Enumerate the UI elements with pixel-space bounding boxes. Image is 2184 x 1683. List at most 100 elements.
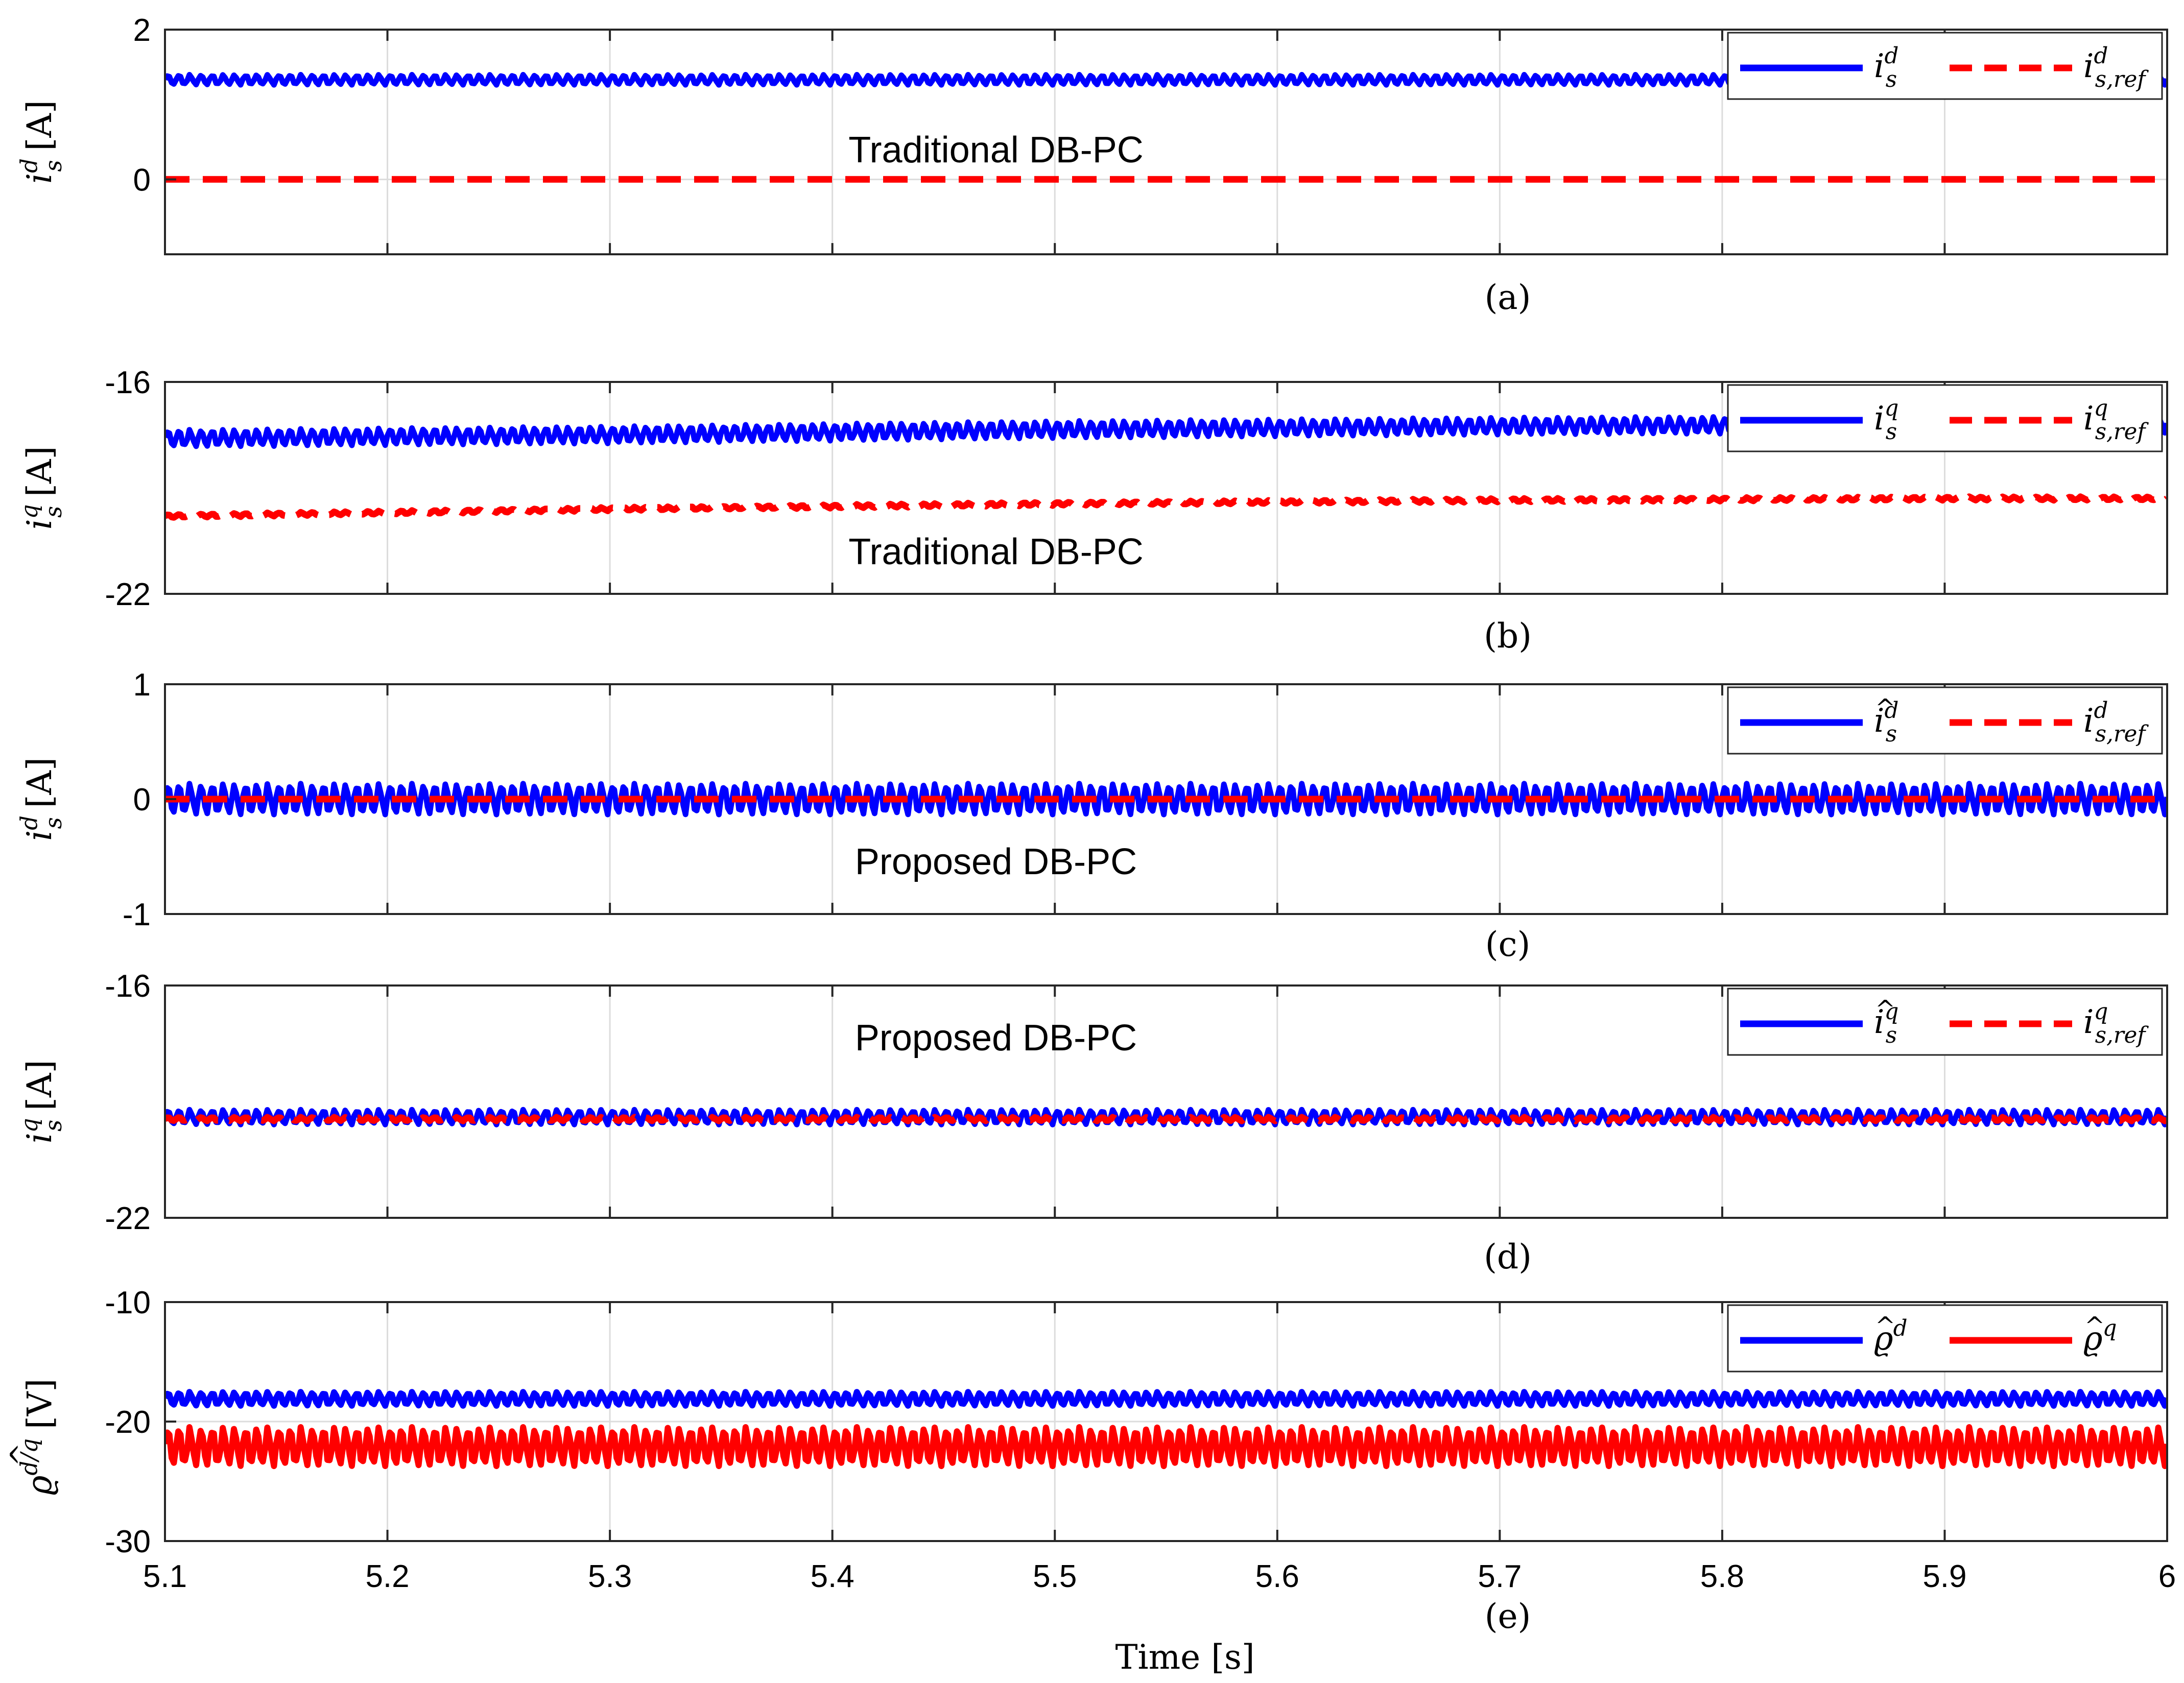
panel-caption: (b) bbox=[1484, 616, 1532, 656]
panel-caption: (e) bbox=[1485, 1597, 1531, 1636]
legend-label-2: iq s,ref bbox=[2083, 396, 2149, 445]
x-tick-label: 5.5 bbox=[1033, 1559, 1077, 1594]
axes-box bbox=[164, 381, 2168, 595]
series-group bbox=[165, 1389, 2167, 1470]
series-line-2 bbox=[165, 1424, 2167, 1470]
legend: iq s iq s,ref bbox=[1727, 384, 2163, 452]
y-axis-label: ids [A] bbox=[15, 100, 67, 184]
y-label-unit: [A] bbox=[20, 446, 59, 497]
legend-label-2-main: i bbox=[2083, 1003, 2094, 1041]
legend-label-2: id s,ref bbox=[2083, 698, 2149, 747]
y-tick-label: -30 bbox=[105, 1524, 151, 1559]
y-label-math-sup: q bbox=[15, 504, 42, 519]
y-label-math-main: i bbox=[20, 830, 59, 841]
hat-accent: ^ bbox=[1875, 694, 1895, 723]
legend-label-2: id s,ref bbox=[2083, 43, 2149, 92]
legend-label-1-main: i bbox=[1874, 400, 1884, 438]
y-tick-label: -16 bbox=[105, 365, 151, 400]
panel-caption: (a) bbox=[1485, 278, 1531, 317]
y-axis-label: ϱd/q [V] ^ bbox=[5, 1379, 59, 1496]
y-label-math: iqs [A] bbox=[15, 1060, 67, 1144]
legend-label-1-sub: s bbox=[1886, 67, 1897, 92]
legend-label-2-main: i bbox=[2083, 702, 2094, 740]
y-axis-label: iqs [A] bbox=[15, 1060, 67, 1144]
hat-accent: ^ bbox=[1875, 995, 1895, 1024]
legend-label-1-sup: d bbox=[1884, 698, 1898, 724]
x-tick-label: 5.3 bbox=[588, 1559, 632, 1594]
legend-label-2-sup: d bbox=[2094, 698, 2108, 724]
legend-label-2-main: i bbox=[2083, 400, 2094, 438]
legend-label-2-sub: s,ref bbox=[2095, 1023, 2149, 1048]
x-tick-label: 5.9 bbox=[1922, 1559, 1966, 1594]
series-group bbox=[165, 781, 2167, 818]
y-label-math-sup: q bbox=[15, 1118, 42, 1133]
legend-label-2-main: i bbox=[2083, 47, 2094, 85]
axes-box bbox=[164, 29, 2168, 255]
legend-label-2-sup: q bbox=[2094, 999, 2108, 1025]
series-line-2 bbox=[165, 493, 2167, 521]
legend-label-2-sub: s,ref bbox=[2095, 722, 2149, 747]
y-tick-label: -22 bbox=[105, 1201, 151, 1236]
x-tick-label: 5.6 bbox=[1255, 1559, 1299, 1594]
legend-label-2-sub: s,ref bbox=[2095, 419, 2149, 445]
x-tick-label: 5.8 bbox=[1700, 1559, 1744, 1594]
y-label-unit: [A] bbox=[20, 757, 59, 808]
y-tick-label: 0 bbox=[133, 162, 151, 198]
legend: iq s^ iq s,ref bbox=[1727, 988, 2163, 1056]
y-tick-label: -22 bbox=[105, 577, 151, 612]
y-label-math-sub: s bbox=[40, 506, 67, 518]
legend-label-1-main: i bbox=[1874, 702, 1884, 740]
y-tick-label: 1 bbox=[133, 667, 151, 703]
legend-label-1: ϱd bbox=[1874, 1316, 1907, 1358]
y-label-math-sub: s bbox=[40, 817, 67, 829]
legend-label-1: iq s bbox=[1874, 999, 1898, 1048]
series-line-2 bbox=[165, 1114, 2167, 1124]
legend-label-1: id s bbox=[1874, 698, 1898, 747]
x-tick-label: 5.7 bbox=[1478, 1559, 1522, 1594]
panel-caption: (d) bbox=[1484, 1237, 1532, 1277]
y-label-unit: [A] bbox=[20, 100, 59, 151]
legend-label-1-sup: d bbox=[1893, 1316, 1908, 1341]
y-label-math: ids [A] bbox=[15, 757, 67, 841]
y-label-math: ϱd/q [V] bbox=[15, 1379, 59, 1496]
hat-accent: ^ bbox=[5, 1442, 38, 1466]
legend-label-2: iq s,ref bbox=[2083, 999, 2149, 1048]
y-label-unit: [A] bbox=[20, 1060, 59, 1111]
legend-label-1: iq s bbox=[1874, 396, 1898, 445]
legend-label-1-sup: d bbox=[1884, 43, 1898, 69]
panel-annotation: Traditional DB-PC bbox=[848, 532, 1144, 572]
y-tick-label: 0 bbox=[133, 782, 151, 818]
legend-label-1-sup: q bbox=[1884, 999, 1898, 1025]
axes-box bbox=[164, 984, 2168, 1219]
legend-label-1-sub: s bbox=[1886, 1023, 1897, 1048]
y-tick-label: -1 bbox=[123, 897, 151, 932]
y-label-math: ids [A] bbox=[15, 100, 67, 184]
y-tick-label: 2 bbox=[133, 13, 151, 48]
hat-accent: ^ bbox=[2084, 1312, 2105, 1340]
y-label-unit: [V] bbox=[20, 1379, 59, 1429]
x-tick-label: 6 bbox=[2158, 1559, 2176, 1594]
legend: id s^ id s,ref bbox=[1727, 686, 2163, 755]
legend-label-1-main: ϱ bbox=[1874, 1320, 1893, 1358]
y-label-math-main: ϱ bbox=[20, 1475, 59, 1495]
y-label-math-main: i bbox=[20, 1133, 59, 1143]
y-axis-label: iqs [A] bbox=[15, 446, 67, 530]
y-label-math-sup: d/q bbox=[15, 1438, 42, 1476]
y-label-math-sub: s bbox=[40, 160, 67, 172]
series-line-1 bbox=[165, 1389, 2167, 1409]
x-tick-label: 5.1 bbox=[143, 1559, 187, 1594]
y-tick-label: -10 bbox=[105, 1285, 151, 1320]
legend-label-1-sub: s bbox=[1886, 419, 1897, 445]
x-axis-label: Time [s] bbox=[1115, 1638, 1254, 1677]
x-tick-label: 5.2 bbox=[365, 1559, 409, 1594]
legend-label-2-sub: s,ref bbox=[2095, 67, 2149, 92]
legend-label-1: id s bbox=[1874, 43, 1898, 92]
x-tick-label: 5.4 bbox=[811, 1559, 854, 1594]
legend: id s id s,ref bbox=[1727, 32, 2163, 100]
y-label-math-sub: s bbox=[40, 1120, 67, 1132]
